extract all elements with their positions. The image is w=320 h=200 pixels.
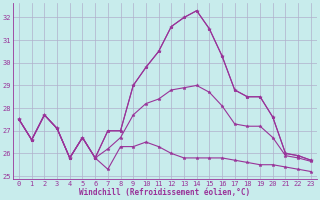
X-axis label: Windchill (Refroidissement éolien,°C): Windchill (Refroidissement éolien,°C) [79, 188, 251, 197]
